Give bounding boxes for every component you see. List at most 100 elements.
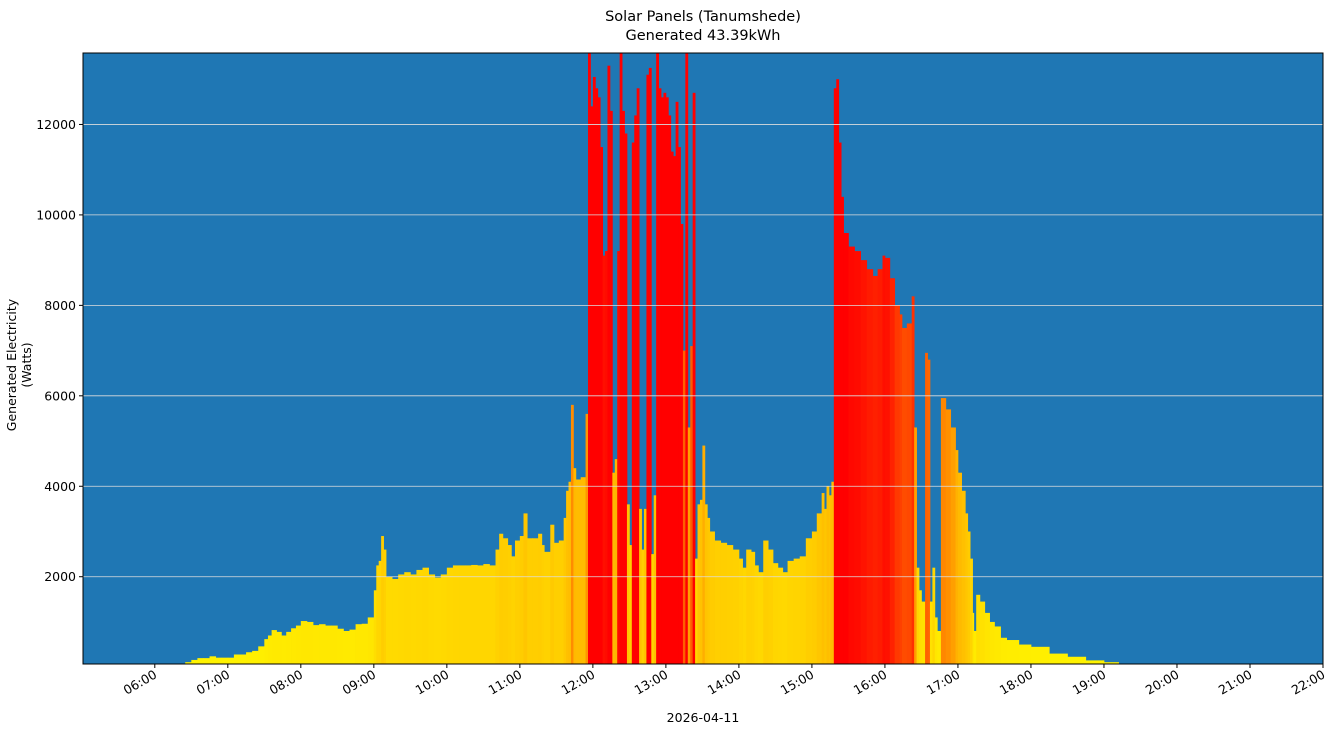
- bar: [836, 79, 840, 664]
- x-tick-label: 20:00: [1143, 667, 1182, 698]
- bar: [519, 536, 524, 664]
- bar: [989, 621, 995, 664]
- bar: [568, 481, 572, 664]
- bar: [673, 156, 677, 664]
- x-axis-ticks: 06:00 07:00 08:00 09:00 10:00 11:00 12:00 13:00…: [121, 664, 1328, 698]
- bar: [511, 556, 516, 664]
- bar: [459, 565, 466, 664]
- bar: [695, 558, 698, 664]
- bar: [665, 97, 669, 665]
- bar: [523, 513, 528, 664]
- x-tick-label: 09:00: [340, 667, 379, 698]
- bar: [940, 398, 947, 664]
- bar: [831, 481, 835, 664]
- bar: [914, 427, 917, 664]
- bar: [361, 623, 369, 664]
- x-tick-label: 18:00: [997, 667, 1036, 698]
- bar: [507, 545, 512, 664]
- bar: [514, 540, 521, 664]
- bar: [597, 97, 601, 665]
- bar: [793, 558, 801, 664]
- bar: [306, 621, 314, 664]
- bar: [945, 409, 952, 664]
- bar: [622, 110, 625, 664]
- bar: [215, 657, 223, 664]
- bar: [281, 635, 287, 664]
- bar: [826, 486, 830, 664]
- x-tick-label: 14:00: [705, 667, 744, 698]
- bar: [704, 504, 708, 664]
- x-tick-label: 17:00: [924, 667, 963, 698]
- bar: [656, 53, 659, 664]
- bar: [465, 565, 472, 664]
- bar: [833, 88, 837, 664]
- bar: [381, 536, 384, 664]
- bar: [619, 53, 623, 664]
- bar: [950, 427, 956, 664]
- bar: [566, 490, 569, 664]
- bar: [575, 479, 582, 664]
- bar: [872, 275, 879, 664]
- x-tick-label: 22:00: [1289, 667, 1328, 698]
- bar: [634, 115, 638, 664]
- bar: [668, 115, 672, 664]
- bar: [746, 549, 752, 664]
- bar: [609, 110, 613, 664]
- bar: [386, 576, 393, 664]
- bar: [446, 567, 454, 664]
- bar: [607, 65, 611, 665]
- bar: [592, 76, 596, 664]
- bar: [937, 630, 942, 664]
- bar: [854, 251, 861, 665]
- bar: [828, 495, 832, 664]
- bar: [489, 565, 496, 664]
- gridlines: [83, 124, 1323, 578]
- bar: [1103, 662, 1119, 664]
- x-tick-label: 10:00: [413, 667, 452, 698]
- bar: [629, 545, 633, 664]
- bar: [768, 549, 774, 664]
- bar: [570, 404, 574, 664]
- y-tick-label: 12000: [36, 117, 76, 132]
- bar: [678, 147, 681, 664]
- bar: [343, 630, 350, 664]
- bar: [932, 567, 936, 664]
- bar: [821, 493, 825, 664]
- bar: [906, 323, 913, 664]
- bar: [758, 572, 764, 664]
- bar: [732, 549, 740, 664]
- bar: [911, 296, 915, 664]
- bar: [312, 625, 320, 664]
- bar: [588, 53, 591, 664]
- bar: [751, 551, 756, 664]
- bar: [605, 251, 608, 665]
- bar: [428, 574, 436, 664]
- bar: [1006, 640, 1020, 664]
- x-tick-label: 21:00: [1216, 667, 1255, 698]
- x-tick-label: 19:00: [1070, 667, 1109, 698]
- bar: [410, 574, 417, 664]
- bar: [772, 563, 779, 664]
- bar: [337, 628, 344, 664]
- bar: [502, 538, 509, 664]
- bar: [848, 246, 855, 664]
- bar: [563, 517, 567, 664]
- bar: [544, 551, 551, 664]
- plot-frame: [82, 52, 1324, 665]
- bar: [452, 565, 460, 664]
- bar: [614, 459, 618, 664]
- x-tick-label: 07:00: [194, 667, 233, 698]
- bar: [690, 346, 694, 664]
- bar: [934, 617, 938, 664]
- bar: [643, 508, 647, 664]
- bar: [258, 646, 265, 664]
- bar: [889, 278, 896, 664]
- y-axis-ticks: 2000 4000 6000 8000 10000 12000: [36, 117, 83, 584]
- bar: [976, 594, 981, 664]
- bar: [916, 567, 920, 664]
- bar: [527, 538, 533, 664]
- x-tick-label: 11:00: [486, 667, 525, 698]
- bar: [471, 564, 478, 664]
- bar: [246, 652, 253, 664]
